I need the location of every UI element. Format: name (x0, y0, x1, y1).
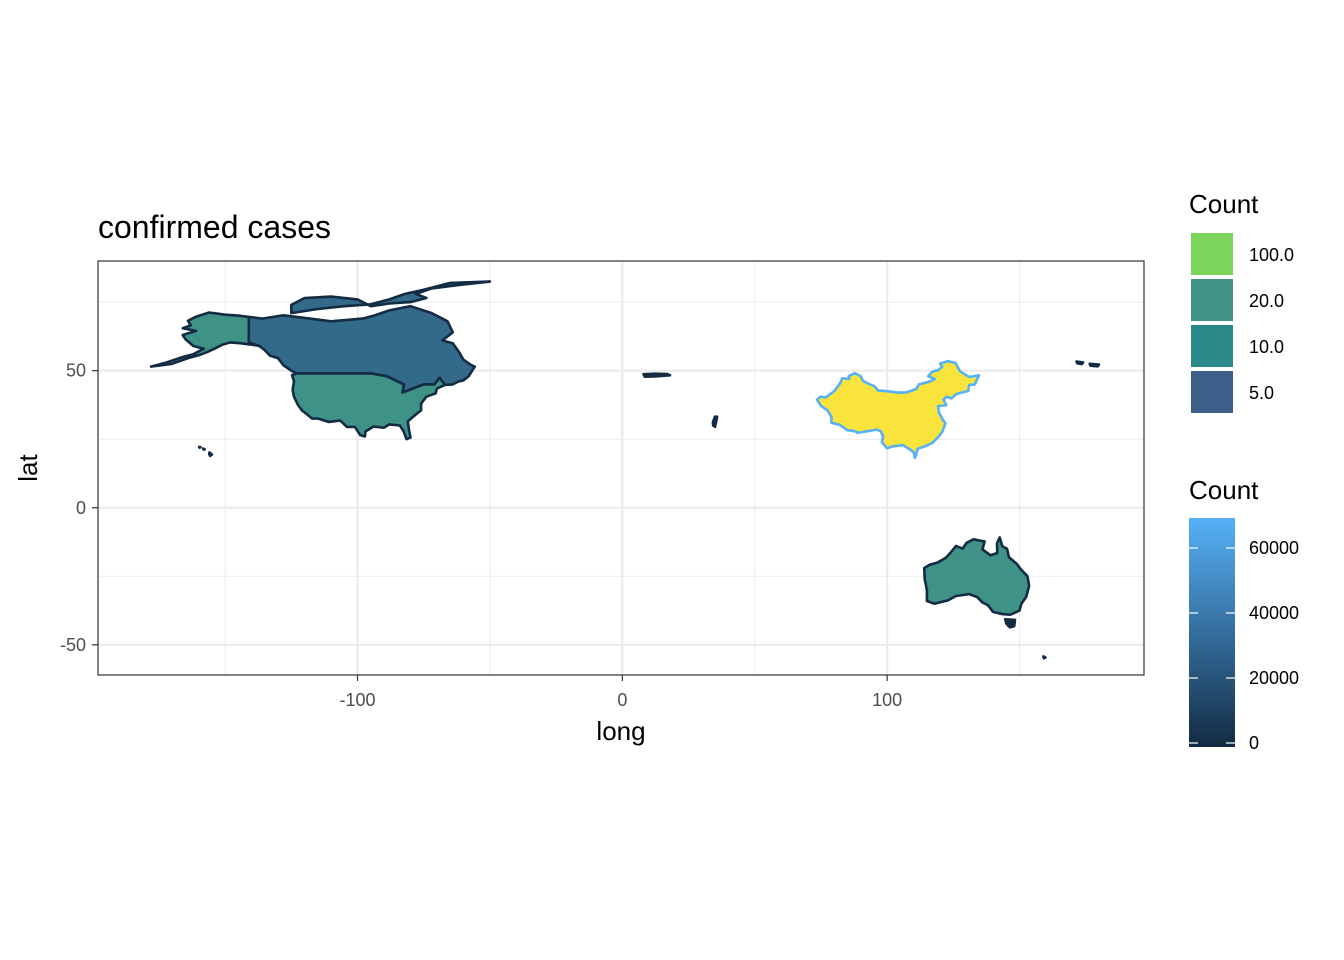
fill-legend-key (1191, 371, 1233, 413)
fill-legend-key (1191, 325, 1233, 367)
x-tick-label: 100 (872, 690, 902, 710)
region-usa (290, 372, 447, 441)
region-tasmania (1003, 618, 1017, 629)
region-israel (711, 415, 719, 429)
colour-legend-label: 0 (1249, 733, 1259, 753)
colour-legend-label: 40000 (1249, 603, 1299, 623)
fill-legend-label: 20.0 (1249, 291, 1284, 311)
fill-legend-key (1191, 279, 1233, 321)
region-northeast-pacific-islands (1075, 360, 1085, 366)
region-hawaii (197, 445, 202, 449)
fill-legend-label: 5.0 (1249, 383, 1274, 403)
region-hawaii (207, 451, 214, 458)
y-tick-label: 50 (66, 361, 86, 381)
region-northeast-pacific-islands (1088, 362, 1101, 368)
colour-legend-label: 60000 (1249, 538, 1299, 558)
region-south-pacific-island (1042, 655, 1047, 660)
colour-legend: Count 0 20000 40000 60000 (1189, 475, 1299, 753)
x-tick-label: 0 (617, 690, 627, 710)
region-australia (922, 536, 1031, 616)
y-axis-title: lat (13, 453, 43, 481)
colour-legend-label: 20000 (1249, 668, 1299, 688)
chart-title: confirmed cases (98, 209, 331, 245)
region-italy (642, 372, 672, 378)
fill-legend-label: 100.0 (1249, 245, 1294, 265)
panel-border (97, 260, 1145, 676)
region-canada-arctic (290, 280, 492, 315)
fill-legend: Count 100.0 20.0 10.0 5.0 (1189, 189, 1294, 413)
region-china (815, 359, 981, 460)
x-axis-title: long (596, 716, 645, 746)
colourbar (1189, 518, 1235, 747)
fill-legend-key (1191, 233, 1233, 275)
x-axis: -100 0 100 (339, 675, 902, 710)
fill-legend-title: Count (1189, 189, 1259, 219)
x-tick-label: -100 (339, 690, 375, 710)
colour-legend-title: Count (1189, 475, 1259, 505)
y-axis: 50 0 -50 (60, 361, 98, 655)
region-hawaii (201, 447, 206, 451)
map-regions (149, 280, 1101, 660)
fill-legend-label: 10.0 (1249, 337, 1284, 357)
region-canada (247, 304, 477, 394)
plot-panel (97, 260, 1145, 676)
y-tick-label: -50 (60, 635, 86, 655)
y-tick-label: 0 (76, 498, 86, 518)
